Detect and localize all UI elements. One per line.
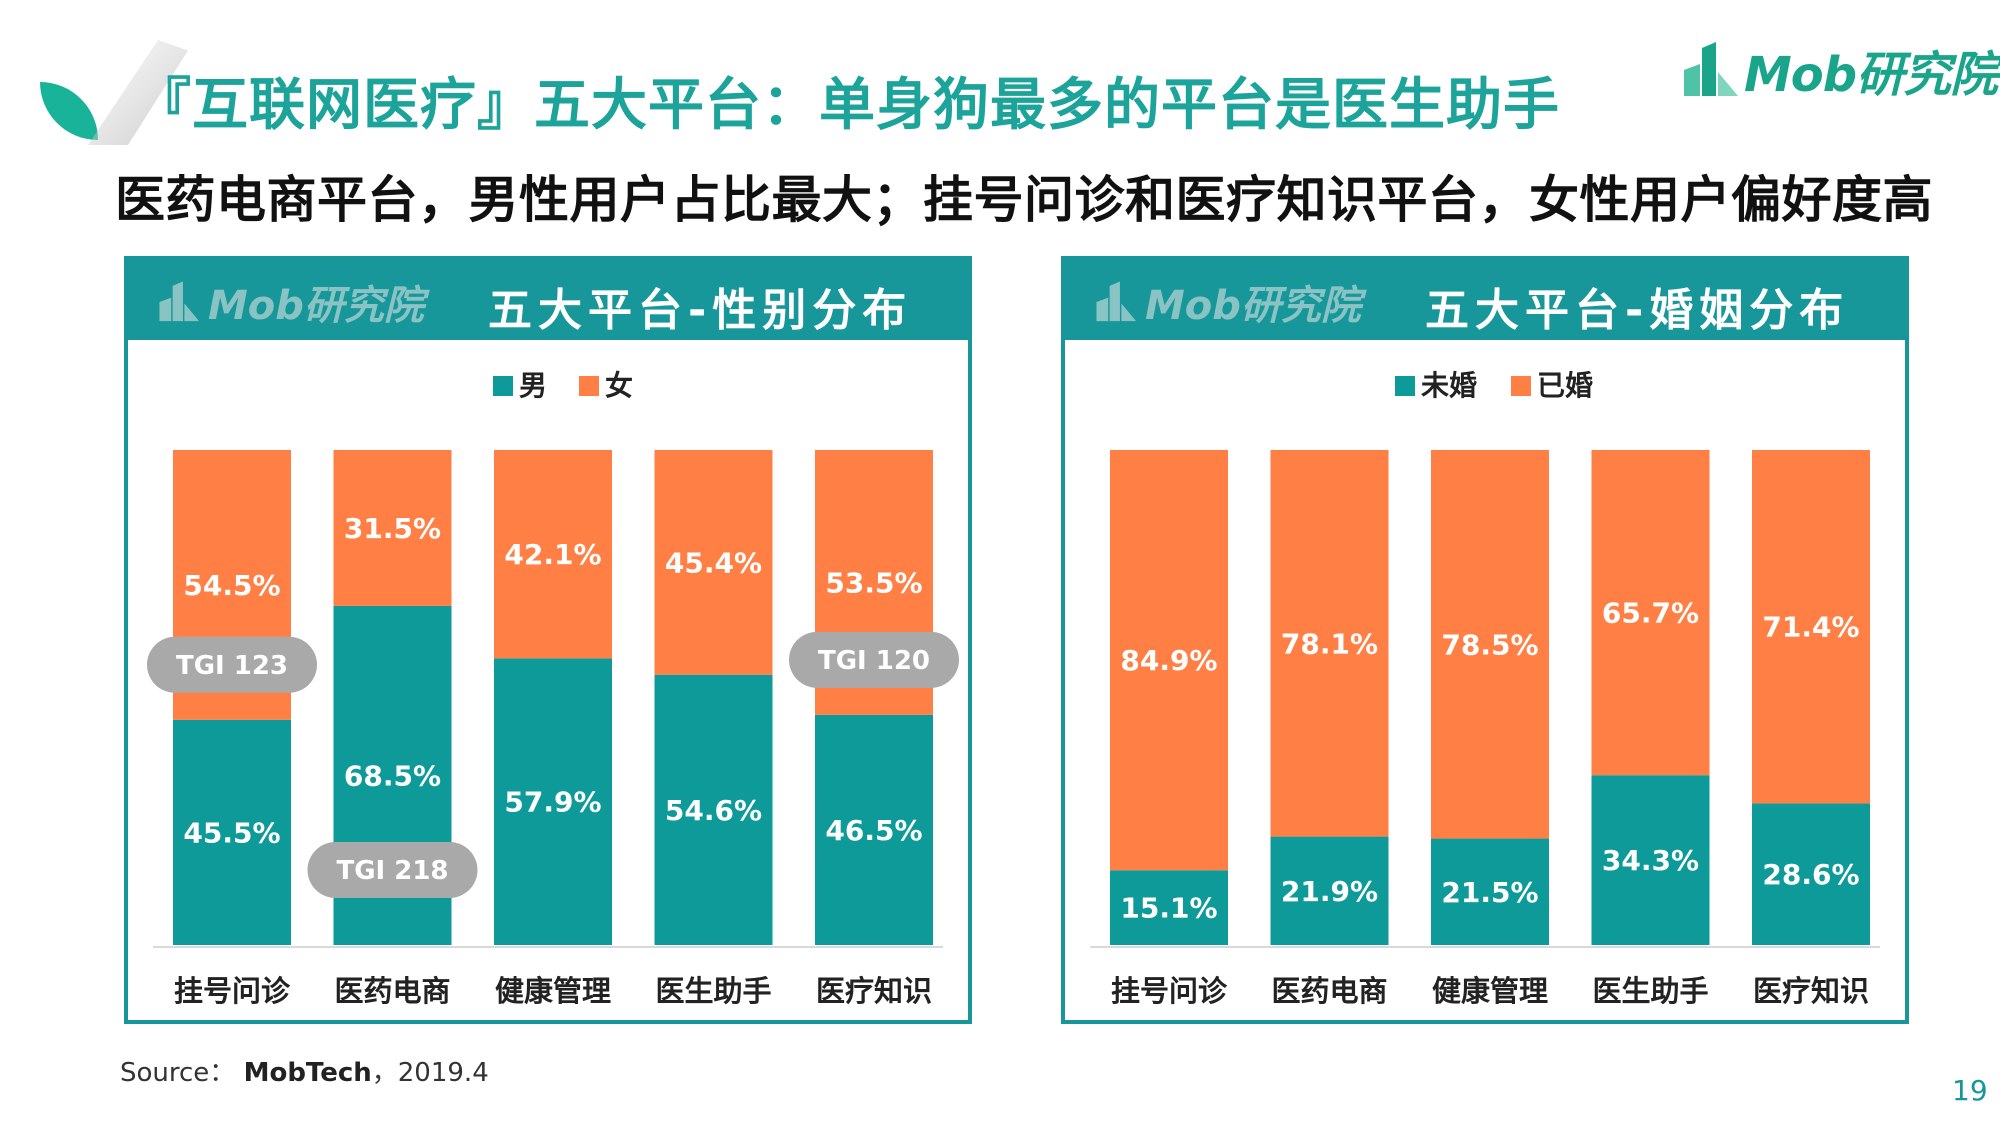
bar-已婚 <box>1431 450 1549 839</box>
bar-已婚 <box>1591 450 1710 776</box>
bar-未婚 <box>1431 838 1549 945</box>
bar-男 <box>654 674 773 945</box>
category-label: 医生助手 <box>1592 974 1708 1008</box>
category-label: 医药电商 <box>334 974 450 1008</box>
category-label: 挂号问诊 <box>174 974 291 1008</box>
source-note: Source： MobTech，2019.4 <box>120 1052 489 1089</box>
gender-chart: 男女45.5%54.5%挂号问诊68.5%31.5%医药电商57.9%42.1%… <box>147 369 959 1008</box>
data-label: 31.5% <box>344 512 441 545</box>
brand-mark-icon <box>1680 40 1744 100</box>
panel-title: 五大平台-性别分布 <box>488 285 913 336</box>
panel-logo-icon <box>159 281 200 322</box>
data-label: 46.5% <box>825 814 922 847</box>
tgi-badge: TGI 120 <box>789 631 959 688</box>
bar-未婚 <box>1752 803 1870 945</box>
source-name: MobTech <box>243 1058 372 1088</box>
brand-logo: Mob研究院 <box>1680 38 1998 103</box>
data-label: 21.9% <box>1281 875 1378 908</box>
panel-title: 五大平台-婚姻分布 <box>1425 285 1850 336</box>
category-label: 医疗知识 <box>1753 974 1869 1008</box>
data-label: 84.9% <box>1120 644 1217 677</box>
bar-已婚 <box>1110 450 1228 871</box>
bar-女 <box>494 450 612 659</box>
panel-header: Mob研究院 五大平台-性别分布 <box>128 260 968 340</box>
panel-logo-text: Mob研究院 <box>1145 283 1361 329</box>
source-date: ，2019.4 <box>371 1058 489 1088</box>
data-label: 78.5% <box>1441 628 1538 661</box>
category-label: 健康管理 <box>1432 974 1548 1008</box>
tgi-pill <box>307 842 478 898</box>
data-label: 53.5% <box>825 566 922 599</box>
data-label: 54.6% <box>665 794 762 827</box>
panel-logo-text: Mob研究院 <box>208 283 424 329</box>
bar-已婚 <box>1270 450 1389 837</box>
panel-logo: Mob研究院 <box>1093 278 1361 329</box>
bar-已婚 <box>1752 450 1870 804</box>
data-label: 65.7% <box>1602 597 1699 630</box>
data-label: 45.4% <box>665 546 762 579</box>
bar-男 <box>815 714 933 945</box>
data-label: 57.9% <box>504 786 601 819</box>
legend-label: 已婚 <box>1537 369 1593 402</box>
category-label: 健康管理 <box>495 974 611 1008</box>
legend-swatch <box>579 376 599 396</box>
bar-男 <box>173 719 291 945</box>
legend-swatch <box>1511 376 1531 396</box>
category-label: 医生助手 <box>655 974 771 1008</box>
data-label: 45.5% <box>183 816 280 849</box>
data-label: 28.6% <box>1762 858 1859 891</box>
legend-swatch <box>493 376 513 396</box>
page-title: 『互联网医疗』五大平台：单身狗最多的平台是医生助手 <box>135 73 1560 138</box>
tgi-text: TGI 123 <box>176 651 288 681</box>
panel-header: Mob研究院 五大平台-婚姻分布 <box>1065 260 1905 340</box>
data-label: 54.5% <box>183 569 280 602</box>
tgi-text: TGI 120 <box>818 646 930 676</box>
tgi-badge: TGI 218 <box>307 842 478 898</box>
gender-panel: Mob研究院 五大平台-性别分布 男女 45.5% 54.5% 挂号问诊 68.5% 31… <box>124 256 972 1024</box>
data-label: 42.1% <box>504 538 601 571</box>
data-label: 68.5% <box>344 759 441 792</box>
legend: 未婚 已婚 <box>1395 369 1593 402</box>
leaf-decoration <box>40 82 98 140</box>
bar-未婚 <box>1270 836 1389 945</box>
bar-女 <box>333 450 452 606</box>
legend-label: 女 <box>605 369 633 402</box>
marriage-chart: 未婚 已婚 15.1% 84.9% 挂号问诊 21.9% 78.1% 医药电商 21.5% 78.… <box>1090 369 1880 1008</box>
tgi-pill <box>147 636 317 693</box>
data-label: 78.1% <box>1281 627 1378 660</box>
category-label: 医疗知识 <box>816 974 932 1008</box>
marriage-panel: Mob研究院 五大平台-婚姻分布 未婚 已婚 15.1% 84.9% 挂号问诊 21.9%… <box>1061 256 1909 1024</box>
panel-logo-icon <box>1096 281 1137 322</box>
legend-label: 未婚 <box>1421 369 1477 402</box>
data-label: 21.5% <box>1441 876 1538 909</box>
source-label: Source： <box>120 1058 236 1088</box>
brand-text: Mob研究院 <box>1744 47 1998 103</box>
bar-未婚 <box>1110 870 1228 945</box>
bar-男 <box>494 658 612 945</box>
legend: 男女 <box>493 369 633 402</box>
data-label: 15.1% <box>1120 892 1217 925</box>
bar-未婚 <box>1591 775 1710 945</box>
data-label: 71.4% <box>1762 611 1859 644</box>
legend-label: 男 <box>519 369 547 402</box>
page-subtitle: 医药电商平台，男性用户占比最大；挂号问诊和医疗知识平台，女性用户偏好度高 <box>115 171 1933 229</box>
tgi-badge: TGI 123 <box>147 636 317 693</box>
bar-女 <box>654 450 773 675</box>
legend-swatch <box>1395 376 1415 396</box>
category-label: 医药电商 <box>1271 974 1387 1008</box>
page-number: 19 <box>1952 1074 1988 1107</box>
category-label: 挂号问诊 <box>1111 974 1228 1008</box>
tgi-text: TGI 218 <box>336 856 448 886</box>
tgi-pill <box>789 631 959 688</box>
panel-logo: Mob研究院 <box>156 278 424 329</box>
data-label: 34.3% <box>1602 844 1699 877</box>
